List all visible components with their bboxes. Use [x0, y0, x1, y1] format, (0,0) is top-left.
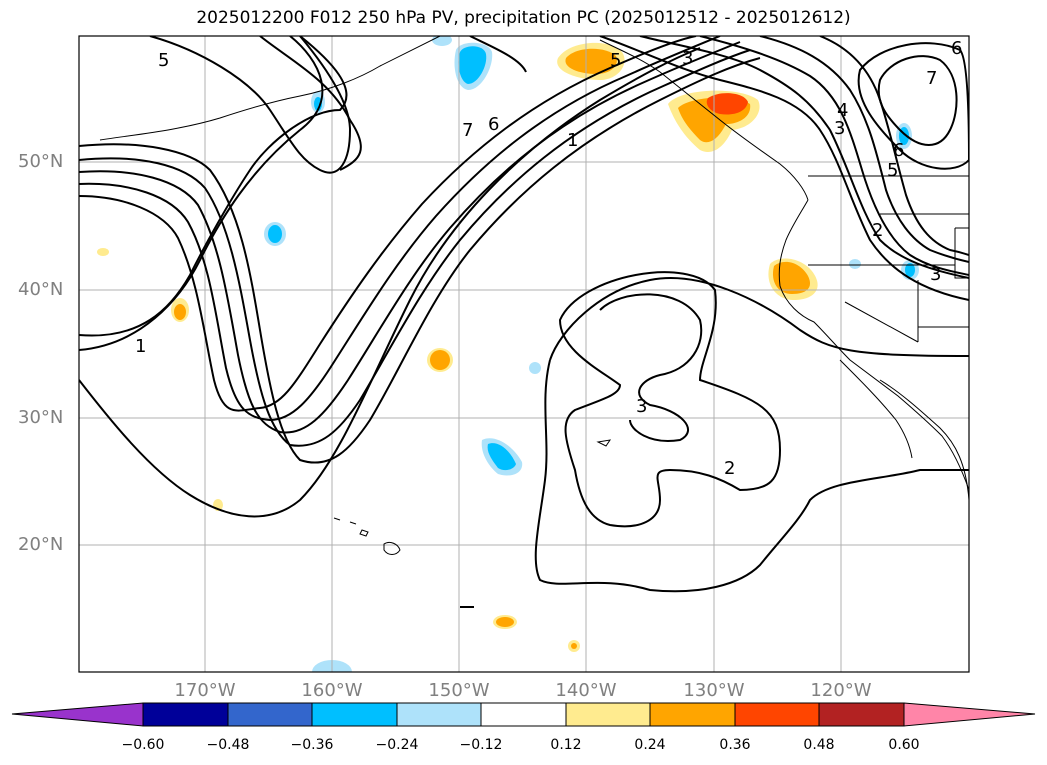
colorbar-bin [480, 702, 567, 727]
contour-label: 3 [636, 396, 647, 417]
colorbar-tick-label: 0.36 [719, 737, 751, 753]
contour-label: 3 [682, 48, 693, 69]
contour-label: 6 [951, 38, 962, 59]
precip-positive-area [772, 261, 811, 294]
coastline-west-coast [778, 199, 969, 491]
colorbar-tick-label: −0.36 [290, 737, 334, 753]
lon-label: 160°W [301, 680, 363, 701]
contour-label: 5 [158, 50, 169, 71]
contour-label: 7 [926, 68, 937, 89]
coastline-alaska-panhandle [599, 39, 809, 201]
lon-label: 170°W [174, 680, 236, 701]
pv-contour-2 [558, 271, 782, 528]
colorbar-bin [565, 702, 651, 727]
contour-label: 6 [488, 114, 499, 135]
lon-label: 120°W [810, 680, 872, 701]
contour-label: 2 [872, 220, 883, 241]
colorbar-tick-label: −0.48 [206, 737, 250, 753]
pv-contour [79, 47, 701, 518]
coastline-alaska [99, 36, 441, 141]
contour-label: 3 [930, 264, 941, 285]
contour-label: 1 [135, 336, 146, 357]
coastline-baja [839, 359, 913, 459]
lat-label: 20°N [18, 534, 64, 555]
lat-label: 40°N [18, 279, 64, 300]
precip-negative-area [458, 46, 487, 84]
contour-label: 5 [887, 160, 898, 181]
lat-label: 30°N [18, 407, 64, 428]
colorbar-tick-label: −0.12 [459, 737, 503, 753]
colorbar-bin [142, 702, 229, 727]
colorbar-bin [311, 702, 398, 727]
contour-label: 7 [462, 120, 473, 141]
contour-label: 1 [567, 130, 578, 151]
contour-label: 4 [837, 100, 848, 121]
lon-label: 130°W [683, 680, 745, 701]
colorbar-bin [227, 702, 313, 727]
coastline-mexico-mainland [879, 379, 969, 501]
precip-positive-area [706, 93, 748, 115]
pv-contour-3 [599, 36, 969, 301]
lat-label: 50°N [18, 151, 64, 172]
colorbar-tick-label: 0.48 [803, 737, 835, 753]
map-frame [78, 35, 970, 673]
precip-positive-area [565, 48, 617, 74]
colorbar-tick-label: −0.60 [121, 737, 165, 753]
contour-label: 2 [724, 458, 735, 479]
lon-label: 140°W [555, 680, 617, 701]
colorbar-bin [734, 702, 820, 727]
colorbar-bin [649, 702, 736, 727]
contour-label: 3 [834, 118, 845, 139]
pv-contour-3 [599, 293, 703, 442]
contour-label: 6 [893, 140, 904, 161]
lon-label: 150°W [428, 680, 490, 701]
map-title: 2025012200 F012 250 hPa PV, precipitatio… [196, 8, 851, 28]
colorbar-under-arrow [11, 702, 144, 727]
pv-contour-7 [877, 55, 958, 146]
colorbar [11, 702, 1036, 727]
contour-label: 5 [610, 50, 621, 71]
colorbar-tick-label: 0.60 [888, 737, 920, 753]
colorbar-tick-label: −0.24 [375, 737, 419, 753]
colorbar-tick-label: 0.24 [634, 737, 666, 753]
island-hawaii [383, 541, 401, 555]
colorbar-bin [396, 702, 482, 727]
colorbar-over-arrow [903, 702, 1036, 727]
precip-negative-area [487, 443, 516, 471]
colorbar-tick-label: 0.12 [550, 737, 582, 753]
colorbar-bin [818, 702, 905, 727]
